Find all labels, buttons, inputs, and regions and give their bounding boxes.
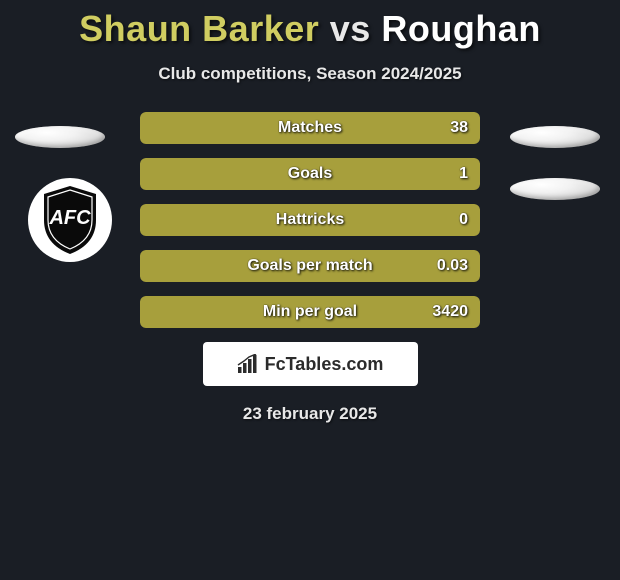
vs-text: vs: [330, 8, 371, 49]
player2-placeholder-ellipse-1: [510, 126, 600, 148]
stat-value: 0.03: [437, 257, 468, 275]
title: Shaun Barker vs Roughan: [0, 0, 620, 50]
stat-value: 3420: [432, 303, 468, 321]
stat-row-hattricks: Hattricks 0: [140, 204, 480, 236]
stats-list: Matches 38 Goals 1 Hattricks 0 Goals per…: [140, 112, 480, 328]
club-badge: AFC: [28, 178, 112, 262]
stat-row-matches: Matches 38: [140, 112, 480, 144]
brand-box: FcTables.com: [203, 342, 418, 386]
player1-name: Shaun Barker: [79, 8, 319, 49]
player2-name: Roughan: [381, 8, 540, 49]
svg-text:AFC: AFC: [48, 207, 91, 229]
stat-row-goals-per-match: Goals per match 0.03: [140, 250, 480, 282]
stat-label: Min per goal: [263, 303, 357, 321]
stat-label: Goals per match: [247, 257, 372, 275]
stat-label: Hattricks: [276, 211, 344, 229]
stat-value: 0: [459, 211, 468, 229]
stat-row-goals: Goals 1: [140, 158, 480, 190]
brand-text: FcTables.com: [265, 354, 384, 375]
stat-value: 38: [450, 119, 468, 137]
subtitle: Club competitions, Season 2024/2025: [0, 64, 620, 84]
date: 23 february 2025: [0, 404, 620, 424]
stat-label: Matches: [278, 119, 342, 137]
stat-label: Goals: [288, 165, 332, 183]
stat-value: 1: [459, 165, 468, 183]
bar-chart-icon: [237, 354, 259, 374]
player2-placeholder-ellipse-2: [510, 178, 600, 200]
stat-row-min-per-goal: Min per goal 3420: [140, 296, 480, 328]
player1-placeholder-ellipse: [15, 126, 105, 148]
comparison-card: Shaun Barker vs Roughan Club competition…: [0, 0, 620, 424]
